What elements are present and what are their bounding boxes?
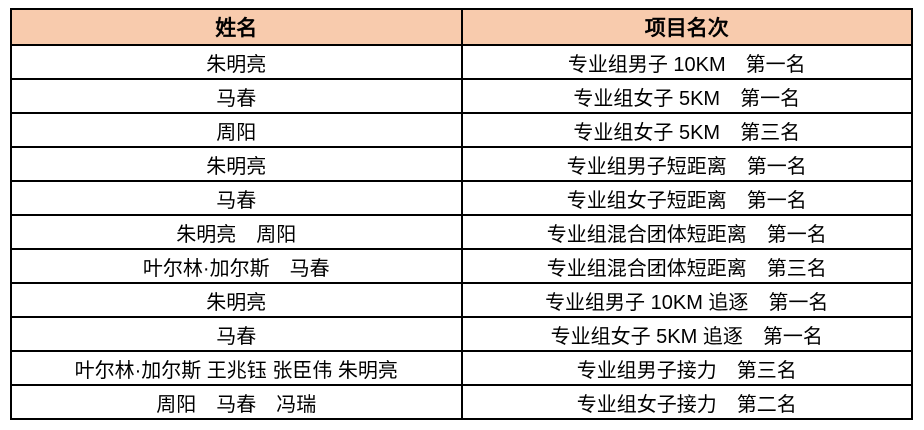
results-table: 姓名 项目名次 朱明亮 专业组男子 10KM 第一名 马春 专业组女子 5KM … (10, 8, 913, 420)
cell-result: 专业组男子短距离 第一名 (460, 146, 913, 182)
cell-result: 专业组混合团体短距离 第一名 (460, 214, 913, 250)
table-body: 朱明亮 专业组男子 10KM 第一名 马春 专业组女子 5KM 第一名 周阳 专… (10, 44, 913, 420)
table-row: 叶尔林·加尔斯 马春 专业组混合团体短距离 第三名 (10, 248, 913, 284)
cell-name: 周阳 (10, 112, 463, 148)
cell-name: 朱明亮 (10, 44, 463, 80)
table-row: 周阳 马春 冯瑞 专业组女子接力 第二名 (10, 384, 913, 420)
table-row: 朱明亮 专业组男子短距离 第一名 (10, 146, 913, 182)
table-row: 朱明亮 专业组男子 10KM 第一名 (10, 44, 913, 80)
cell-name: 朱明亮 周阳 (10, 214, 463, 250)
cell-name: 朱明亮 (10, 282, 463, 318)
cell-result: 专业组男子 10KM 第一名 (460, 44, 913, 80)
cell-result: 专业组混合团体短距离 第三名 (460, 248, 913, 284)
cell-name: 马春 (10, 316, 463, 352)
cell-name: 叶尔林·加尔斯 马春 (10, 248, 463, 284)
cell-result: 专业组女子接力 第二名 (460, 384, 913, 420)
table-row: 周阳 专业组女子 5KM 第三名 (10, 112, 913, 148)
cell-name: 叶尔林·加尔斯 王兆钰 张臣伟 朱明亮 (10, 350, 463, 386)
cell-name: 周阳 马春 冯瑞 (10, 384, 463, 420)
table-row: 朱明亮 专业组男子 10KM 追逐 第一名 (10, 282, 913, 318)
table-header-row: 姓名 项目名次 (10, 8, 913, 46)
cell-result: 专业组女子 5KM 第一名 (460, 78, 913, 114)
header-event: 项目名次 (460, 8, 913, 46)
cell-result: 专业组女子 5KM 追逐 第一名 (460, 316, 913, 352)
cell-name: 朱明亮 (10, 146, 463, 182)
cell-result: 专业组女子短距离 第一名 (460, 180, 913, 216)
table-row: 叶尔林·加尔斯 王兆钰 张臣伟 朱明亮 专业组男子接力 第三名 (10, 350, 913, 386)
table-row: 朱明亮 周阳 专业组混合团体短距离 第一名 (10, 214, 913, 250)
cell-name: 马春 (10, 180, 463, 216)
cell-name: 马春 (10, 78, 463, 114)
cell-result: 专业组女子 5KM 第三名 (460, 112, 913, 148)
table-row: 马春 专业组女子 5KM 追逐 第一名 (10, 316, 913, 352)
header-name: 姓名 (10, 8, 463, 46)
cell-result: 专业组男子接力 第三名 (460, 350, 913, 386)
cell-result: 专业组男子 10KM 追逐 第一名 (460, 282, 913, 318)
table-row: 马春 专业组女子短距离 第一名 (10, 180, 913, 216)
table-row: 马春 专业组女子 5KM 第一名 (10, 78, 913, 114)
